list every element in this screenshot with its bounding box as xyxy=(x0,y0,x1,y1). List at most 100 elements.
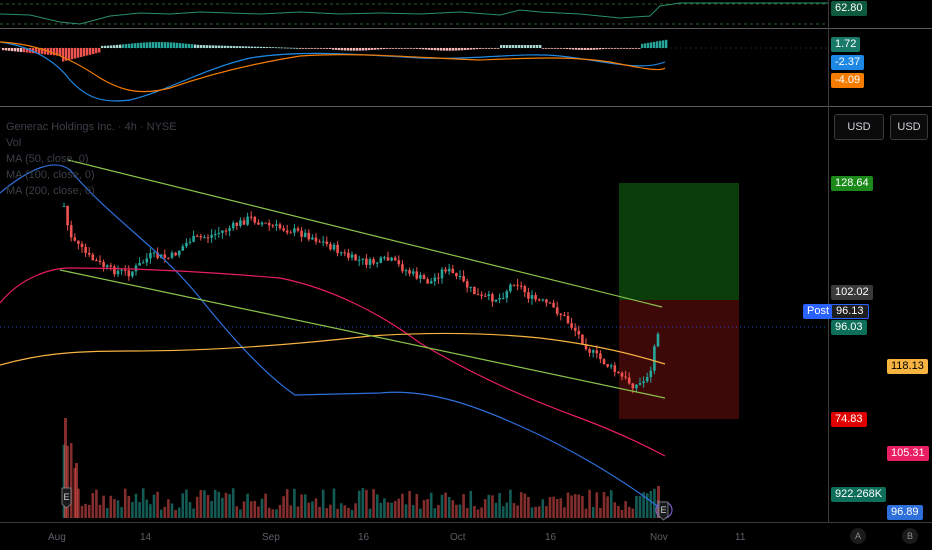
macd-signal-line xyxy=(0,41,666,93)
volume-bar xyxy=(573,494,577,518)
macd-bar xyxy=(527,45,530,48)
volume-bar xyxy=(437,504,440,518)
price-candle xyxy=(141,259,145,264)
price-candle xyxy=(599,350,602,364)
legend-symbol[interactable]: Generac Holdings Inc. · 4h · NYSE xyxy=(6,121,177,133)
macd-bar xyxy=(341,48,344,51)
price-candle xyxy=(653,344,656,375)
pane-separator[interactable] xyxy=(0,106,932,107)
macd-bar xyxy=(422,48,425,50)
volume-bar xyxy=(343,505,347,518)
volume-bar xyxy=(98,504,102,518)
macd-bar xyxy=(11,48,14,52)
legend-ma200[interactable]: MA (200, close, 0) xyxy=(6,185,95,197)
volume-bar xyxy=(87,504,91,518)
macd-bar xyxy=(134,43,137,48)
macd-bar xyxy=(305,48,308,49)
volume-bar xyxy=(581,495,584,518)
macd-bar xyxy=(137,42,140,48)
macd-bar xyxy=(416,48,419,49)
volume-bar xyxy=(444,492,447,518)
price-candle xyxy=(350,251,354,261)
volume-bar xyxy=(447,497,451,518)
price-candle xyxy=(271,223,275,229)
price-candle xyxy=(199,233,203,241)
macd-bar xyxy=(203,45,206,48)
macd-bar xyxy=(611,48,614,49)
earnings-marker[interactable]: E xyxy=(655,501,673,521)
price-candle xyxy=(321,236,325,247)
volume-bar xyxy=(282,496,285,518)
macd-bar xyxy=(155,42,158,48)
volume-bar xyxy=(505,502,509,518)
macd-bar xyxy=(302,48,305,49)
volume-bar xyxy=(73,468,77,518)
volume-bar xyxy=(458,504,462,518)
price-candle xyxy=(239,217,242,228)
price-candle xyxy=(361,258,365,265)
macd-bar xyxy=(296,47,299,49)
price-candle xyxy=(177,250,181,258)
price-candle xyxy=(192,230,195,243)
macd-bar xyxy=(389,48,392,49)
macd-bar xyxy=(104,45,107,48)
auto-scale-button[interactable]: A xyxy=(850,528,866,544)
price-candle xyxy=(242,217,246,225)
volume-bar xyxy=(192,508,195,518)
price-candle xyxy=(638,377,642,386)
price-candle xyxy=(365,254,368,269)
macd-bar xyxy=(368,48,371,51)
price-candle xyxy=(77,240,80,250)
price-candle xyxy=(512,284,516,287)
macd-bar xyxy=(440,48,443,51)
svg-text:E: E xyxy=(63,492,69,502)
macd-bar xyxy=(173,42,176,48)
price-candle xyxy=(368,257,372,269)
earnings-marker[interactable]: E xyxy=(61,487,72,509)
x-axis-label: 14 xyxy=(140,532,152,543)
ma-blue-badge: 96.89 xyxy=(887,505,923,520)
log-scale-button[interactable]: B xyxy=(902,528,918,544)
currency-button[interactable]: USD xyxy=(834,114,884,140)
price-candle xyxy=(217,226,221,238)
legend-ma50[interactable]: MA (50, close, 0) xyxy=(6,153,89,165)
volume-bar xyxy=(134,493,138,518)
volume-bar xyxy=(401,493,404,518)
legend-ma100[interactable]: MA (100, close, 0) xyxy=(6,169,95,181)
price-candle xyxy=(354,253,357,261)
macd-bar xyxy=(431,48,434,51)
macd-bar xyxy=(125,44,128,48)
macd-bar xyxy=(299,48,302,49)
price-candle xyxy=(253,215,257,225)
volume-bar xyxy=(80,505,84,518)
macd-bar xyxy=(89,48,92,55)
price-candle xyxy=(408,267,411,277)
macd-pane xyxy=(0,39,828,102)
macd-bar xyxy=(323,48,326,49)
macd-bar xyxy=(479,48,482,49)
currency-button-alt[interactable]: USD xyxy=(890,114,928,140)
macd-bar xyxy=(398,48,401,49)
price-candle xyxy=(213,229,217,240)
macd-bar xyxy=(566,48,569,50)
volume-bar xyxy=(339,503,343,518)
macd-bar xyxy=(410,48,413,49)
price-candle xyxy=(429,278,433,284)
macd-bar xyxy=(437,48,440,51)
macd-bar xyxy=(383,48,386,50)
price-candle xyxy=(84,243,87,257)
price-candle xyxy=(116,265,120,278)
price-candle xyxy=(343,249,347,257)
macd-bar xyxy=(347,48,350,51)
volume-bar xyxy=(577,494,581,518)
price-candle xyxy=(465,278,469,293)
volume-bar xyxy=(296,506,300,518)
macd-bar xyxy=(110,45,113,48)
macd-bar xyxy=(263,46,266,48)
legend-volume[interactable]: Vol xyxy=(6,137,22,149)
pane-separator[interactable] xyxy=(0,28,932,29)
volume-bar xyxy=(253,500,257,518)
price-candle xyxy=(591,349,595,358)
volume-bar xyxy=(321,489,325,518)
